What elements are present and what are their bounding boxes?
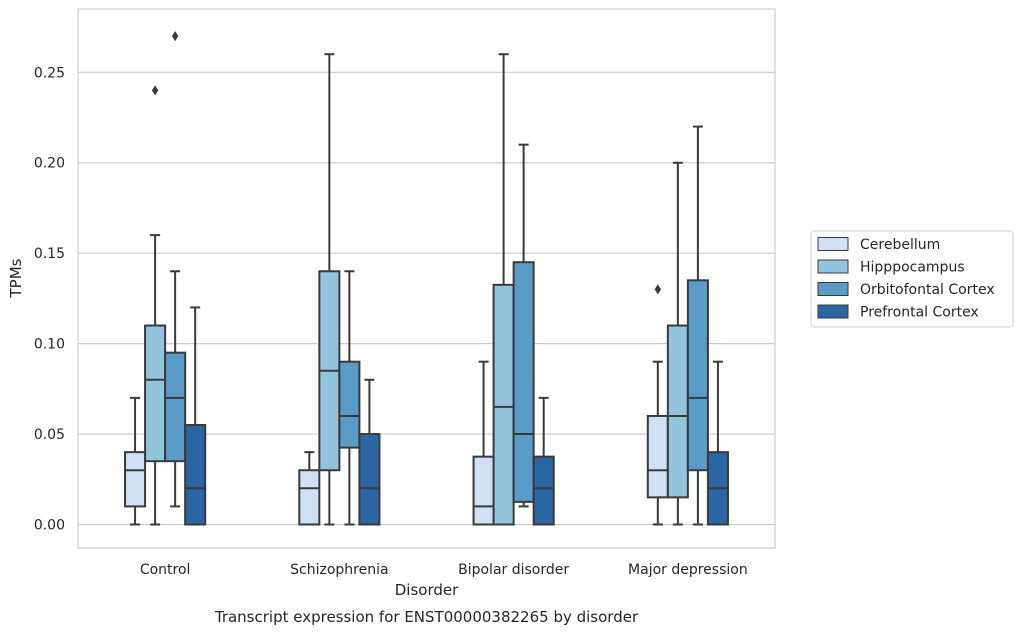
chart-caption: Transcript expression for ENST0000038226… bbox=[214, 608, 639, 626]
legend-frame bbox=[810, 230, 1014, 328]
x-axis-ticks: Control Schizophrenia Bipolar disorder Majo… bbox=[140, 562, 748, 578]
legend-swatch bbox=[817, 237, 849, 251]
box bbox=[164, 31, 187, 508]
box-body bbox=[512, 261, 535, 503]
box bbox=[532, 396, 555, 526]
x-axis-label: Disorder bbox=[395, 581, 459, 599]
box bbox=[318, 53, 341, 526]
y-tick-label: 0.20 bbox=[34, 156, 65, 172]
box bbox=[512, 143, 535, 508]
box-body bbox=[472, 455, 495, 526]
box-body bbox=[532, 455, 555, 526]
box-body bbox=[666, 324, 689, 499]
box-body bbox=[298, 469, 321, 526]
boxes bbox=[124, 31, 729, 526]
x-tick-label: Schizophrenia bbox=[290, 562, 388, 578]
box bbox=[706, 360, 729, 526]
box-body bbox=[646, 414, 669, 499]
box-body bbox=[338, 360, 361, 449]
box-body bbox=[124, 451, 147, 508]
legend-label: Orbitofontal Cortex bbox=[860, 282, 995, 298]
y-tick-label: 0.05 bbox=[34, 427, 65, 443]
box-body bbox=[144, 324, 167, 463]
box-body bbox=[686, 279, 709, 472]
box bbox=[686, 125, 709, 526]
legend-label: Cerebellum bbox=[860, 237, 940, 253]
box-body bbox=[184, 424, 207, 526]
outlier-point bbox=[171, 31, 179, 42]
plot-frame bbox=[77, 8, 776, 549]
y-axis-ticks: 0.00 0.05 0.10 0.15 0.20 0.25 bbox=[34, 65, 65, 533]
box bbox=[124, 396, 147, 526]
legend-label: Hipppocampus bbox=[860, 260, 965, 276]
x-tick-label: Major depression bbox=[628, 562, 748, 578]
box-body bbox=[492, 283, 515, 526]
legend: Cerebellum Hipppocampus Orbitofontal Corte… bbox=[810, 230, 1014, 328]
y-axis-label: TPMs bbox=[7, 258, 25, 298]
box bbox=[492, 53, 515, 526]
box bbox=[358, 378, 381, 526]
x-tick-label: Control bbox=[140, 562, 191, 578]
box-body bbox=[358, 433, 381, 526]
y-tick-label: 0.25 bbox=[34, 65, 65, 81]
outlier-point bbox=[151, 85, 159, 96]
legend-swatch bbox=[817, 259, 849, 274]
box bbox=[646, 284, 669, 526]
outlier-point bbox=[654, 284, 662, 295]
legend-swatch bbox=[817, 304, 849, 319]
y-tick-label: 0.00 bbox=[34, 517, 65, 533]
x-tick-label: Bipolar disorder bbox=[458, 562, 569, 578]
box bbox=[666, 161, 689, 526]
box bbox=[184, 306, 207, 526]
box-body bbox=[164, 351, 187, 463]
legend-swatch bbox=[817, 282, 849, 296]
box bbox=[298, 451, 321, 526]
y-tick-label: 0.15 bbox=[34, 246, 65, 262]
legend-label: Prefrontal Cortex bbox=[860, 305, 979, 321]
y-tick-label: 0.10 bbox=[34, 337, 65, 353]
box bbox=[338, 270, 361, 526]
